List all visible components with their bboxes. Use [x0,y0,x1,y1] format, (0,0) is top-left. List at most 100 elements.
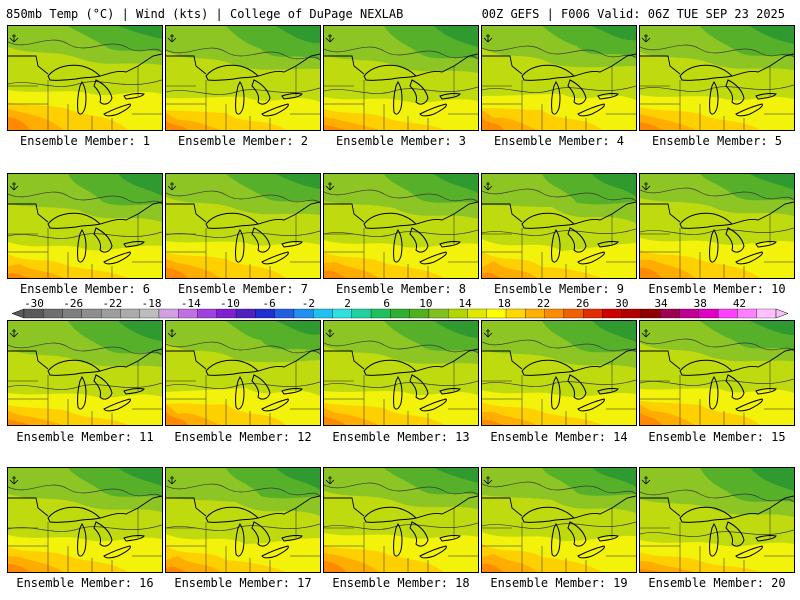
wind-barb [483,329,493,338]
lake-erie [103,103,131,117]
field-orange-dark [324,561,346,572]
temperature-field-map [482,321,636,425]
temperature-field-map [482,174,636,278]
colorbar-bin [255,308,275,319]
field-green-dark [118,468,162,486]
ensemble-member-label: Ensemble Member: 19 [490,576,628,590]
height-contour [640,338,794,352]
temperature-field-map [482,468,636,572]
field-orange-dark [8,273,30,278]
field-green-dark [434,321,478,338]
lake-michigan [393,229,403,263]
state-borders [166,508,320,572]
ensemble-member-label: Ensemble Member: 12 [174,430,312,444]
lake-superior [521,506,575,523]
wind-barb [167,182,177,191]
lake-michigan [235,229,245,263]
state-borders [482,66,636,130]
lake-superior [363,506,417,523]
lake-superior [679,506,733,523]
temperature-field-map [324,174,478,278]
field-orange-dark [640,267,662,278]
lake-erie [419,398,447,412]
lake-ontario [281,93,303,100]
wind-barb [9,182,19,191]
colorbar-max-arrow [775,308,789,319]
field-green-dark [592,468,636,487]
height-contour [324,340,478,354]
temperature-field-map [482,26,636,130]
colorbar-bin [100,308,121,319]
colorbar-bin [409,308,430,319]
colorbar-tick-label: 26 [576,297,589,310]
ensemble-member-label: Ensemble Member: 18 [332,576,470,590]
colorbar-bin [62,308,82,319]
lake-ontario [123,93,145,100]
ensemble-member-map [165,25,321,131]
ensemble-member-label: Ensemble Member: 7 [177,282,309,296]
international-border [8,53,162,77]
field-green-dark [434,468,478,483]
lake-ontario [123,388,145,395]
ensemble-member-label: Ensemble Member: 4 [493,134,625,148]
field-orange-dark [8,117,30,130]
colorbar-bin [428,308,449,319]
height-contour [482,45,636,59]
lake-michigan [235,376,245,410]
ensemble-member-label: Ensemble Member: 2 [177,134,309,148]
lake-ontario [755,241,777,248]
colorbar-bin [602,308,622,319]
colorbar-bin [197,308,217,319]
lake-superior [47,212,101,229]
lake-michigan [551,376,561,410]
lake-michigan [77,81,87,115]
wind-barb [9,34,19,43]
international-border [166,348,320,372]
lake-huron [409,374,429,400]
lake-huron [251,374,271,400]
colorbar-bin [216,308,237,319]
lake-superior [679,359,733,376]
lake-superior [679,212,733,229]
ensemble-member-label: Ensemble Member: 14 [490,430,628,444]
lake-huron [725,521,745,547]
lake-michigan [709,229,719,263]
lake-erie [261,398,289,412]
field-orange-dark [640,413,662,425]
ensemble-member-label: Ensemble Member: 6 [19,282,151,296]
height-contour [482,188,636,202]
wind-barb [167,34,177,43]
lake-ontario [281,241,303,248]
temperature-field-map [640,321,794,425]
field-orange-dark [166,267,188,278]
temperature-field-map [166,468,320,572]
state-borders [324,508,478,572]
lake-ontario [597,388,619,395]
field-orange-dark [482,563,504,572]
international-border [482,201,636,225]
lake-ontario [597,535,619,542]
height-contour [482,228,636,236]
colorbar-bin [544,308,565,319]
temperature-field-map [166,26,320,130]
field-green-dark [434,26,478,47]
colorbar-bin [235,308,256,319]
ensemble-member-label: Ensemble Member: 1 [19,134,151,148]
height-contour [166,87,320,95]
lake-huron [409,521,429,547]
state-borders [8,508,162,572]
lake-michigan [77,523,87,557]
colorbar-bin [698,308,719,319]
colorbar-bin [120,308,140,319]
ensemble-member-map [165,173,321,279]
state-borders [640,66,794,130]
height-contour [482,521,636,529]
colorbar-tick-label: -2 [302,297,315,310]
colorbar-tick-label: 18 [498,297,511,310]
lake-michigan [393,376,403,410]
colorbar-bin [679,308,700,319]
lake-erie [577,398,605,412]
field-green-dark [750,26,794,44]
field-orange-dark [482,419,504,425]
height-contour [324,522,478,530]
